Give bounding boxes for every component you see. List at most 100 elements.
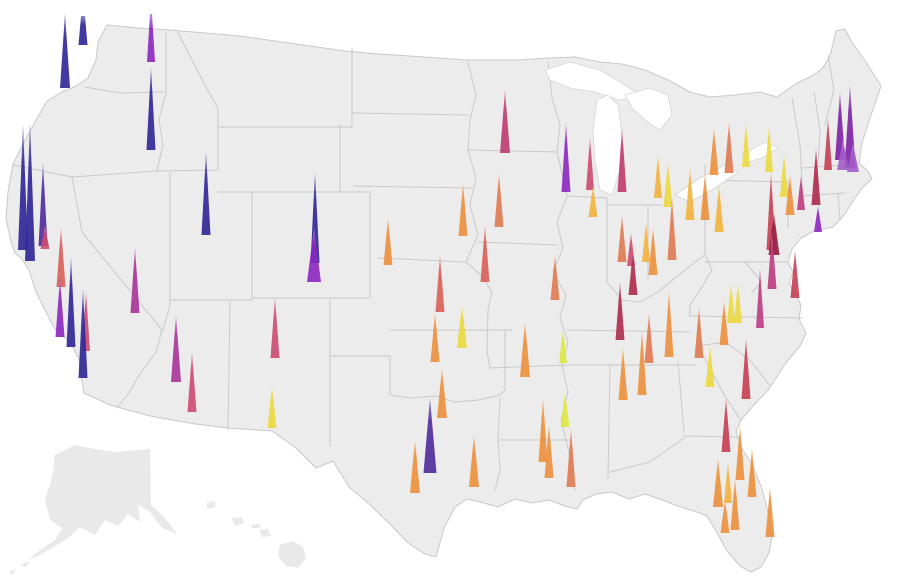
spike (40, 226, 50, 249)
lake-huron (624, 87, 673, 131)
spike (714, 185, 724, 232)
spike (38, 162, 48, 246)
spike (700, 173, 710, 220)
spike (550, 255, 560, 300)
spike (720, 500, 730, 533)
hawaii-kauai (206, 501, 216, 509)
spike (615, 282, 625, 340)
spike (307, 228, 321, 282)
alaska-inset (8, 445, 177, 575)
spike (765, 125, 773, 172)
spike (423, 398, 437, 473)
spike (430, 312, 440, 362)
spike (734, 283, 742, 323)
alaska-shape (28, 445, 177, 560)
spike (767, 232, 777, 289)
hawaii-inset (206, 501, 306, 568)
spike (628, 250, 638, 295)
spike (544, 424, 554, 478)
spike (642, 222, 650, 262)
spike (694, 307, 704, 358)
spike (469, 435, 479, 487)
spike (520, 322, 530, 377)
spike (780, 153, 788, 197)
spike (561, 123, 571, 192)
spike (663, 162, 673, 207)
spike (559, 330, 567, 363)
spike (719, 301, 729, 345)
spike (741, 338, 751, 399)
spike (790, 250, 800, 298)
spike (705, 345, 715, 387)
spike (500, 90, 510, 153)
spike (270, 297, 280, 358)
spike (66, 257, 76, 347)
spike (171, 315, 181, 382)
spike (494, 173, 504, 227)
spike (654, 155, 662, 198)
spike (637, 330, 647, 395)
spike (648, 227, 658, 275)
spike (457, 305, 467, 348)
spike (130, 247, 140, 313)
spike (713, 458, 723, 507)
spike (727, 283, 735, 323)
spike (709, 128, 719, 175)
spike (60, 13, 70, 88)
lake-michigan (592, 94, 623, 196)
spike (765, 487, 775, 537)
spike (664, 290, 674, 357)
spike (756, 268, 764, 328)
spike (644, 313, 654, 363)
spike (847, 144, 859, 172)
spike (685, 167, 695, 220)
spike (586, 137, 594, 190)
spike (747, 448, 757, 497)
spike (742, 122, 750, 167)
spike (617, 128, 627, 192)
spike (785, 175, 795, 215)
spike (617, 215, 627, 262)
spike (435, 255, 445, 312)
spike (824, 118, 832, 170)
hawaii-maui (259, 529, 271, 537)
spike (814, 206, 822, 232)
state-borders (12, 32, 859, 491)
spike (724, 462, 732, 503)
spike (458, 183, 468, 236)
spike (560, 392, 570, 427)
spike (147, 14, 155, 62)
hawaii-big-island (278, 541, 306, 568)
spike (146, 67, 156, 150)
hawaii-oahu (232, 517, 244, 526)
spike (566, 428, 576, 487)
spike (618, 347, 628, 400)
spike (724, 122, 734, 173)
spike (383, 218, 393, 265)
spike (837, 140, 849, 170)
spike (410, 440, 420, 493)
spike (25, 122, 35, 261)
spike (735, 425, 745, 480)
spike (201, 152, 211, 235)
spike (78, 288, 88, 378)
spike (797, 175, 805, 210)
spike (811, 148, 821, 205)
hawaii-molokai (251, 524, 260, 528)
spike (721, 398, 731, 452)
spike (437, 368, 447, 418)
spike (56, 227, 66, 287)
spike (18, 124, 28, 250)
spike (480, 225, 490, 282)
spike (730, 478, 740, 530)
spike (267, 386, 277, 428)
spike (187, 352, 197, 412)
spike (667, 197, 677, 260)
spike-layer (18, 13, 859, 537)
spike (78, 16, 88, 45)
spike (538, 398, 548, 462)
spike (55, 278, 65, 337)
spike (588, 186, 598, 217)
